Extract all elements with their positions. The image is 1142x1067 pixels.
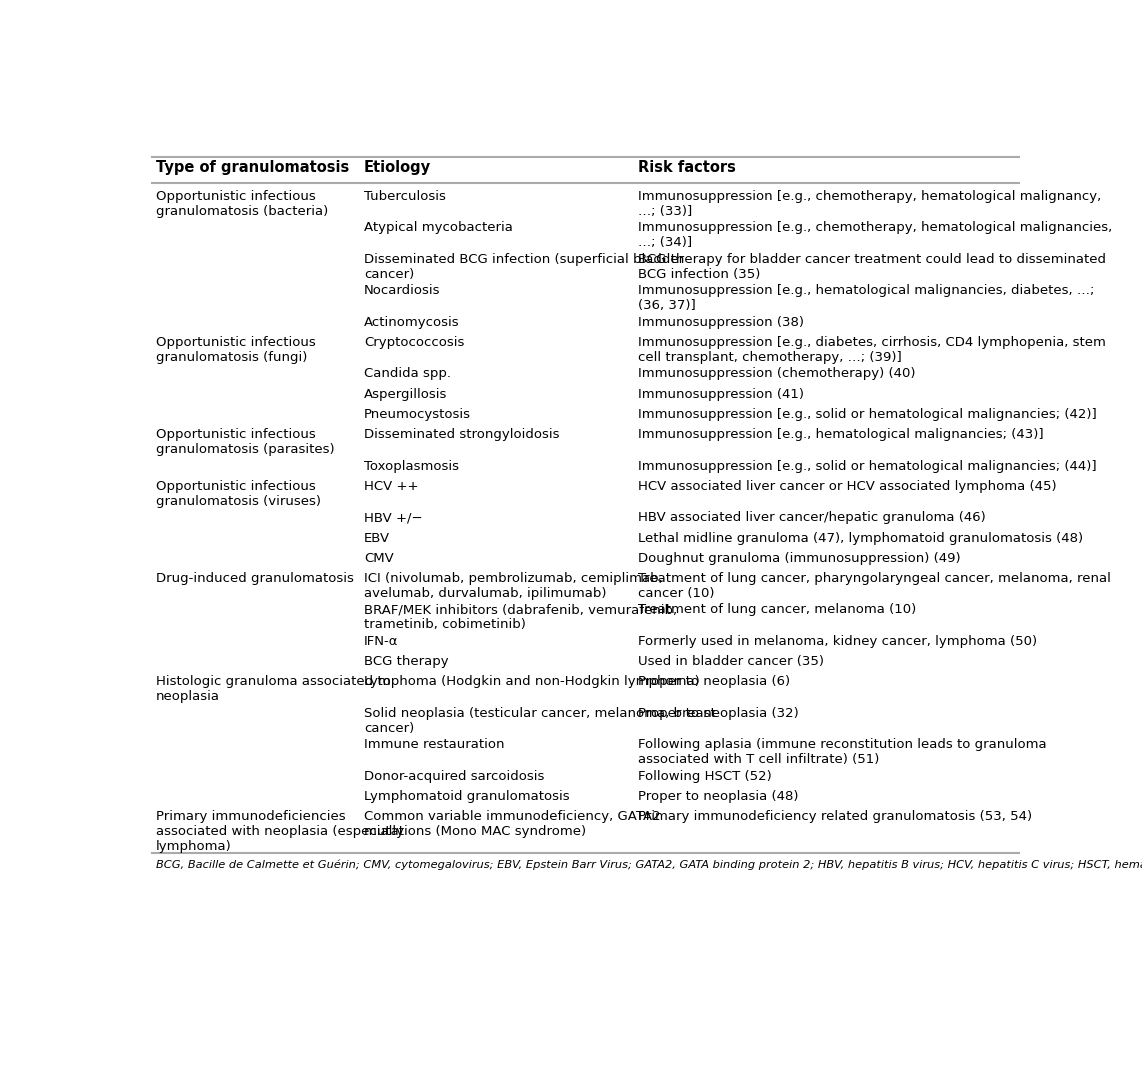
Text: BCG therapy for bladder cancer treatment could lead to disseminated
BCG infectio: BCG therapy for bladder cancer treatment… [638, 253, 1107, 281]
Text: Histologic granuloma associated to
neoplasia: Histologic granuloma associated to neopl… [156, 675, 391, 703]
Text: Treatment of lung cancer, pharyngolaryngeal cancer, melanoma, renal
cancer (10): Treatment of lung cancer, pharyngolaryng… [638, 572, 1111, 600]
Text: Following aplasia (immune reconstitution leads to granuloma
associated with T ce: Following aplasia (immune reconstitution… [638, 738, 1047, 766]
Text: Opportunistic infectious
granulomatosis (parasites): Opportunistic infectious granulomatosis … [156, 428, 335, 456]
Text: Treatment of lung cancer, melanoma (10): Treatment of lung cancer, melanoma (10) [638, 604, 917, 617]
Text: Cryptococcosis: Cryptococcosis [364, 336, 465, 349]
Text: Candida spp.: Candida spp. [364, 367, 451, 380]
Text: Solid neoplasia (testicular cancer, melanoma, breast
cancer): Solid neoplasia (testicular cancer, mela… [364, 707, 716, 735]
Text: BRAF/MEK inhibitors (dabrafenib, vemurafenib,
trametinib, cobimetinib): BRAF/MEK inhibitors (dabrafenib, vemuraf… [364, 604, 677, 632]
Text: Immunosuppression [e.g., chemotherapy, hematological malignancies,
…; (34)]: Immunosuppression [e.g., chemotherapy, h… [638, 221, 1112, 250]
Text: Immunosuppression [e.g., hematological malignancies; (43)]: Immunosuppression [e.g., hematological m… [638, 428, 1044, 441]
Text: IFN-α: IFN-α [364, 635, 399, 648]
Text: Proper to neoplasia (48): Proper to neoplasia (48) [638, 791, 799, 803]
Text: Doughnut granuloma (immunosuppression) (49): Doughnut granuloma (immunosuppression) (… [638, 552, 962, 564]
Text: ICI (nivolumab, pembrolizumab, cemiplimab,
avelumab, durvalumab, ipilimumab): ICI (nivolumab, pembrolizumab, cemiplima… [364, 572, 662, 600]
Text: Formerly used in melanoma, kidney cancer, lymphoma (50): Formerly used in melanoma, kidney cancer… [638, 635, 1037, 648]
Text: HCV associated liver cancer or HCV associated lymphoma (45): HCV associated liver cancer or HCV assoc… [638, 480, 1057, 493]
Text: Common variable immunodeficiency, GATA2
mutations (Mono MAC syndrome): Common variable immunodeficiency, GATA2 … [364, 810, 660, 839]
Text: Disseminated BCG infection (superficial bladder
cancer): Disseminated BCG infection (superficial … [364, 253, 684, 281]
Text: Tuberculosis: Tuberculosis [364, 190, 445, 203]
Text: Proper to neoplasia (32): Proper to neoplasia (32) [638, 707, 799, 720]
Text: Lethal midline granuloma (47), lymphomatoid granulomatosis (48): Lethal midline granuloma (47), lymphomat… [638, 531, 1084, 544]
Text: Opportunistic infectious
granulomatosis (fungi): Opportunistic infectious granulomatosis … [156, 336, 316, 364]
Text: Toxoplasmosis: Toxoplasmosis [364, 460, 459, 473]
Text: Primary immunodeficiencies
associated with neoplasia (especially
lymphoma): Primary immunodeficiencies associated wi… [156, 810, 404, 854]
Text: Type of granulomatosis: Type of granulomatosis [156, 160, 349, 175]
Text: Immunosuppression [e.g., hematological malignancies, diabetes, …;
(36, 37)]: Immunosuppression [e.g., hematological m… [638, 284, 1095, 313]
Text: HCV ++: HCV ++ [364, 480, 418, 493]
Text: Primary immunodeficiency related granulomatosis (53, 54): Primary immunodeficiency related granulo… [638, 810, 1032, 824]
Text: Following HSCT (52): Following HSCT (52) [638, 770, 772, 783]
Text: Donor-acquired sarcoidosis: Donor-acquired sarcoidosis [364, 770, 545, 783]
Text: Atypical mycobacteria: Atypical mycobacteria [364, 221, 513, 234]
Text: Pneumocystosis: Pneumocystosis [364, 408, 471, 420]
Text: Etiology: Etiology [364, 160, 432, 175]
Text: Risk factors: Risk factors [638, 160, 737, 175]
Text: Immunosuppression [e.g., solid or hematological malignancies; (42)]: Immunosuppression [e.g., solid or hemato… [638, 408, 1097, 420]
Text: CMV: CMV [364, 552, 394, 564]
Text: HBV +/−: HBV +/− [364, 511, 423, 524]
Text: BCG therapy: BCG therapy [364, 655, 449, 668]
Text: Lymphomatoid granulomatosis: Lymphomatoid granulomatosis [364, 791, 570, 803]
Text: Actinomycosis: Actinomycosis [364, 316, 459, 329]
Text: Lymphoma (Hodgkin and non-Hodgkin lymphoma): Lymphoma (Hodgkin and non-Hodgkin lympho… [364, 675, 700, 688]
Text: EBV: EBV [364, 531, 391, 544]
Text: Drug-induced granulomatosis: Drug-induced granulomatosis [156, 572, 354, 585]
Text: Proper to neoplasia (6): Proper to neoplasia (6) [638, 675, 790, 688]
Text: Immune restauration: Immune restauration [364, 738, 505, 751]
Text: Immunosuppression [e.g., chemotherapy, hematological malignancy,
…; (33)]: Immunosuppression [e.g., chemotherapy, h… [638, 190, 1102, 218]
Text: Immunosuppression (41): Immunosuppression (41) [638, 387, 804, 400]
Text: Nocardiosis: Nocardiosis [364, 284, 441, 297]
Text: Immunosuppression [e.g., solid or hematological malignancies; (44)]: Immunosuppression [e.g., solid or hemato… [638, 460, 1097, 473]
Text: BCG, Bacille de Calmette et Guérin; CMV, cytomegalovirus; EBV, Epstein Barr Viru: BCG, Bacille de Calmette et Guérin; CMV,… [156, 859, 1142, 870]
Text: Opportunistic infectious
granulomatosis (viruses): Opportunistic infectious granulomatosis … [156, 480, 321, 508]
Text: HBV associated liver cancer/hepatic granuloma (46): HBV associated liver cancer/hepatic gran… [638, 511, 987, 524]
Text: Immunosuppression (38): Immunosuppression (38) [638, 316, 804, 329]
Text: Disseminated strongyloidosis: Disseminated strongyloidosis [364, 428, 560, 441]
Text: Opportunistic infectious
granulomatosis (bacteria): Opportunistic infectious granulomatosis … [156, 190, 328, 218]
Text: Immunosuppression [e.g., diabetes, cirrhosis, CD4 lymphopenia, stem
cell transpl: Immunosuppression [e.g., diabetes, cirrh… [638, 336, 1107, 364]
Text: Aspergillosis: Aspergillosis [364, 387, 448, 400]
Text: Immunosuppression (chemotherapy) (40): Immunosuppression (chemotherapy) (40) [638, 367, 916, 380]
Text: Used in bladder cancer (35): Used in bladder cancer (35) [638, 655, 825, 668]
